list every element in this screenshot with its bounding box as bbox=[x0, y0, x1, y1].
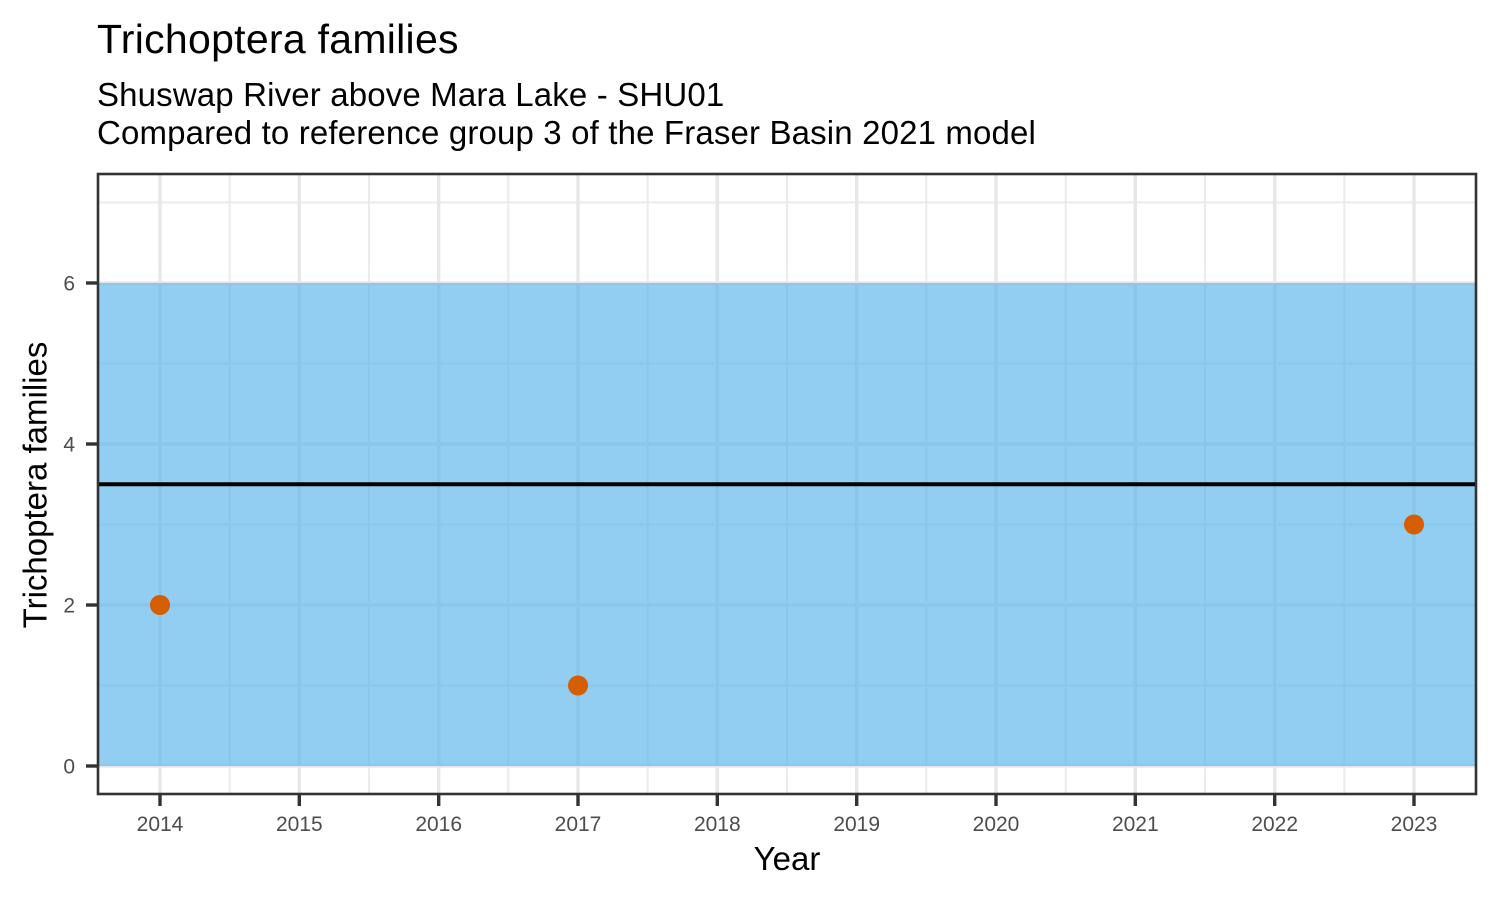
svg-text:Trichoptera families: Trichoptera families bbox=[97, 16, 459, 62]
svg-text:2017: 2017 bbox=[555, 813, 602, 836]
svg-text:2021: 2021 bbox=[1112, 813, 1159, 836]
svg-text:Shuswap River above Mara Lake: Shuswap River above Mara Lake - SHU01 bbox=[97, 76, 724, 113]
svg-text:Trichoptera families: Trichoptera families bbox=[17, 342, 54, 629]
svg-text:2016: 2016 bbox=[415, 813, 462, 836]
svg-text:0: 0 bbox=[63, 756, 75, 779]
svg-text:2: 2 bbox=[63, 595, 75, 618]
svg-text:2015: 2015 bbox=[276, 813, 323, 836]
svg-text:Compared to reference group 3: Compared to reference group 3 of the Fra… bbox=[97, 114, 1036, 151]
svg-text:6: 6 bbox=[63, 273, 75, 296]
svg-text:2023: 2023 bbox=[1391, 813, 1438, 836]
svg-text:Year: Year bbox=[754, 840, 821, 877]
svg-text:2020: 2020 bbox=[973, 813, 1020, 836]
svg-text:2018: 2018 bbox=[694, 813, 741, 836]
svg-text:2022: 2022 bbox=[1251, 813, 1298, 836]
svg-text:2019: 2019 bbox=[833, 813, 880, 836]
svg-text:4: 4 bbox=[63, 434, 75, 457]
svg-text:2014: 2014 bbox=[137, 813, 184, 836]
